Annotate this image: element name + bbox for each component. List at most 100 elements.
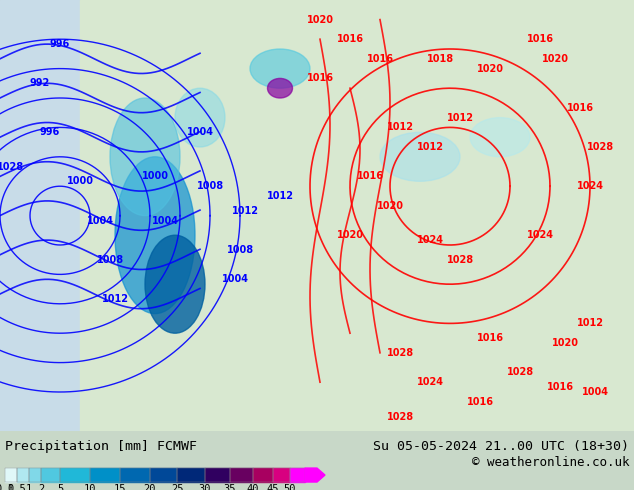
Text: 1028: 1028 <box>507 368 534 377</box>
Text: 1028: 1028 <box>387 412 413 421</box>
Text: 1012: 1012 <box>417 142 444 152</box>
Bar <box>29 468 41 482</box>
Bar <box>90 468 120 482</box>
Text: 1028: 1028 <box>586 142 614 152</box>
Ellipse shape <box>175 88 225 147</box>
Text: 1004: 1004 <box>152 216 179 225</box>
Bar <box>60 468 90 482</box>
Ellipse shape <box>268 78 292 98</box>
Text: 0.1: 0.1 <box>0 484 15 490</box>
Text: 1016: 1016 <box>356 172 384 181</box>
Bar <box>120 468 150 482</box>
Text: 1016: 1016 <box>547 382 574 392</box>
Bar <box>29 468 41 482</box>
Text: 1004: 1004 <box>581 387 609 397</box>
FancyArrow shape <box>305 468 325 482</box>
Bar <box>17 468 29 482</box>
Text: 1020: 1020 <box>337 230 363 240</box>
Bar <box>150 468 177 482</box>
Text: 40: 40 <box>247 484 259 490</box>
Ellipse shape <box>380 132 460 181</box>
Text: © weatheronline.co.uk: © weatheronline.co.uk <box>472 456 629 469</box>
Ellipse shape <box>145 235 205 333</box>
Text: 1020: 1020 <box>541 54 569 64</box>
Text: 1004: 1004 <box>221 274 249 284</box>
Bar <box>290 468 305 482</box>
Text: 1024: 1024 <box>576 181 604 191</box>
Text: 30: 30 <box>198 484 211 490</box>
Bar <box>150 468 177 482</box>
Text: 1012: 1012 <box>231 206 259 216</box>
Bar <box>205 468 230 482</box>
Text: 1024: 1024 <box>417 235 444 245</box>
Text: 5: 5 <box>57 484 63 490</box>
Bar <box>60 468 90 482</box>
Bar <box>273 468 290 482</box>
Text: 1000: 1000 <box>67 176 93 186</box>
Text: 0.5: 0.5 <box>8 484 27 490</box>
Bar <box>273 468 290 482</box>
Text: 1012: 1012 <box>101 294 129 304</box>
Text: 15: 15 <box>113 484 126 490</box>
Text: 1024: 1024 <box>526 230 553 240</box>
Bar <box>90 468 120 482</box>
Bar <box>253 468 273 482</box>
Ellipse shape <box>110 98 180 216</box>
Text: 1000: 1000 <box>141 172 169 181</box>
Bar <box>120 468 150 482</box>
Bar <box>177 468 205 482</box>
Text: 1020: 1020 <box>477 64 503 74</box>
Bar <box>230 468 253 482</box>
Text: 1004: 1004 <box>186 127 214 137</box>
Bar <box>41 468 60 482</box>
Text: 45: 45 <box>267 484 279 490</box>
Text: 1012: 1012 <box>446 113 474 122</box>
Text: 1020: 1020 <box>552 338 578 348</box>
Bar <box>17 468 29 482</box>
Text: 10: 10 <box>84 484 96 490</box>
Text: 50: 50 <box>284 484 296 490</box>
Text: 1028: 1028 <box>0 162 23 172</box>
Bar <box>177 468 205 482</box>
Bar <box>5 468 17 482</box>
Ellipse shape <box>115 157 195 314</box>
Text: 25: 25 <box>171 484 183 490</box>
Bar <box>41 468 60 482</box>
Text: 2: 2 <box>38 484 44 490</box>
Text: 1012: 1012 <box>576 318 604 328</box>
Ellipse shape <box>470 118 530 157</box>
Bar <box>5 468 17 482</box>
Text: 1024: 1024 <box>417 377 444 387</box>
Bar <box>205 468 230 482</box>
Text: 1016: 1016 <box>526 34 553 44</box>
Text: 996: 996 <box>50 39 70 49</box>
Text: 1008: 1008 <box>226 245 254 255</box>
Text: 992: 992 <box>30 78 50 88</box>
Text: 1012: 1012 <box>387 122 413 132</box>
Text: 996: 996 <box>40 127 60 137</box>
Text: Su 05-05-2024 21..00 UTC (18+30): Su 05-05-2024 21..00 UTC (18+30) <box>373 440 629 453</box>
Text: 1004: 1004 <box>86 216 113 225</box>
Text: 1016: 1016 <box>467 397 493 407</box>
Text: 1016: 1016 <box>337 34 363 44</box>
Text: 1008: 1008 <box>96 255 124 265</box>
Bar <box>253 468 273 482</box>
Text: 1020: 1020 <box>306 15 333 24</box>
Text: 1028: 1028 <box>387 348 413 358</box>
Text: Precipitation [mm] FCMWF: Precipitation [mm] FCMWF <box>5 440 197 453</box>
Text: 1016: 1016 <box>477 333 503 343</box>
Bar <box>290 468 305 482</box>
Text: 1: 1 <box>26 484 32 490</box>
Text: 1012: 1012 <box>266 191 294 201</box>
Text: 20: 20 <box>144 484 156 490</box>
Text: 1018: 1018 <box>427 54 453 64</box>
Text: 35: 35 <box>224 484 236 490</box>
Bar <box>230 468 253 482</box>
Text: 1016: 1016 <box>306 74 333 83</box>
Bar <box>80 0 634 431</box>
Text: 1028: 1028 <box>446 255 474 265</box>
Text: 1016: 1016 <box>366 54 394 64</box>
Text: 1020: 1020 <box>377 201 403 211</box>
Ellipse shape <box>250 49 310 88</box>
Text: 1016: 1016 <box>567 103 593 113</box>
